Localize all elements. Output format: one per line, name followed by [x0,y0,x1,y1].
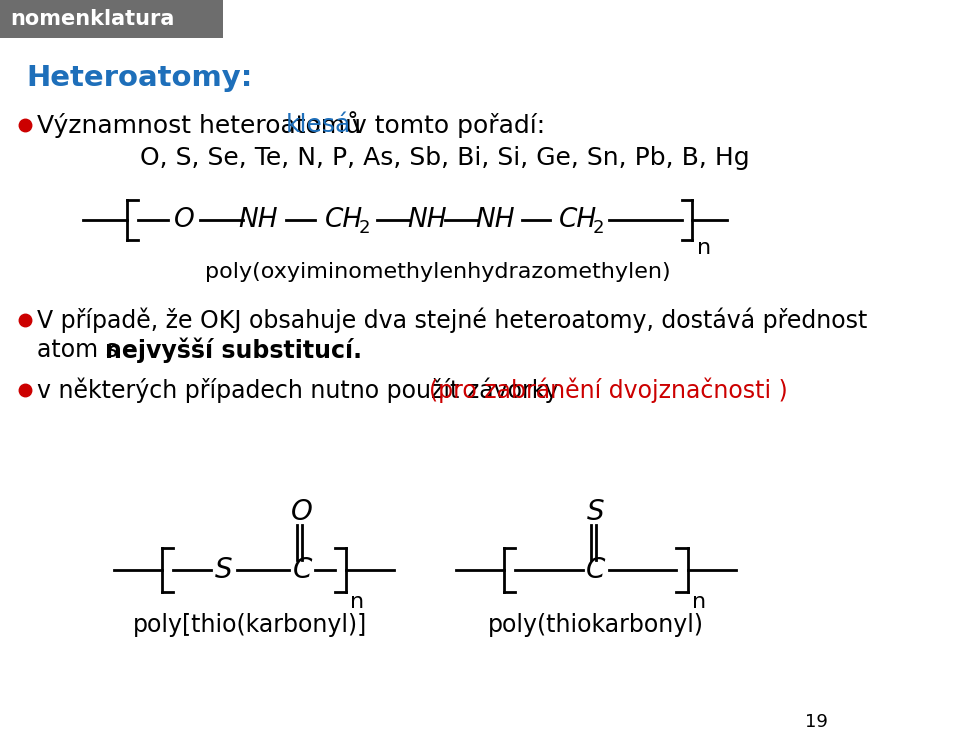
Text: CH: CH [559,207,597,233]
Text: klesá: klesá [286,113,350,137]
Text: S: S [215,556,232,584]
Text: Heteroatomy:: Heteroatomy: [26,64,252,92]
Text: poly[thio(karbonyl)]: poly[thio(karbonyl)] [132,613,367,637]
Text: (pro zabránění dvojznačnosti ): (pro zabránění dvojznačnosti ) [429,377,788,402]
Text: S: S [587,498,605,526]
Text: nomenklatura: nomenklatura [11,9,175,29]
Text: O, S, Se, Te, N, P, As, Sb, Bi, Si, Ge, Sn, Pb, B, Hg: O, S, Se, Te, N, P, As, Sb, Bi, Si, Ge, … [140,146,750,170]
Text: O: O [291,498,313,526]
Text: 2: 2 [358,219,370,237]
Text: NH: NH [475,207,515,233]
Text: poly(oxyiminomethylenhydrazomethylen): poly(oxyiminomethylenhydrazomethylen) [205,262,671,282]
Text: O: O [174,207,194,233]
Text: 19: 19 [805,713,828,731]
Text: n: n [697,238,711,258]
Text: C: C [586,556,606,584]
Text: Významnost heteroatomů: Významnost heteroatomů [36,111,369,139]
Text: NH: NH [239,207,278,233]
Text: C: C [293,556,312,584]
Text: poly(thiokarbonyl): poly(thiokarbonyl) [488,613,704,637]
Text: n: n [350,592,365,612]
Text: v tomto pořadí:: v tomto pořadí: [345,113,545,138]
Text: atom s: atom s [36,338,126,362]
Text: v některých případech nutno použít závorky: v některých případech nutno použít závor… [36,377,565,402]
Text: CH: CH [325,207,364,233]
FancyBboxPatch shape [0,0,224,38]
Text: nejvyšší substitucí.: nejvyšší substitucí. [106,338,362,363]
Text: n: n [692,592,707,612]
Text: V případě, že OKJ obsahuje dva stejné heteroatomy, dostává přednost: V případě, že OKJ obsahuje dva stejné he… [36,307,867,332]
Text: NH: NH [407,207,446,233]
Text: 2: 2 [592,219,604,237]
